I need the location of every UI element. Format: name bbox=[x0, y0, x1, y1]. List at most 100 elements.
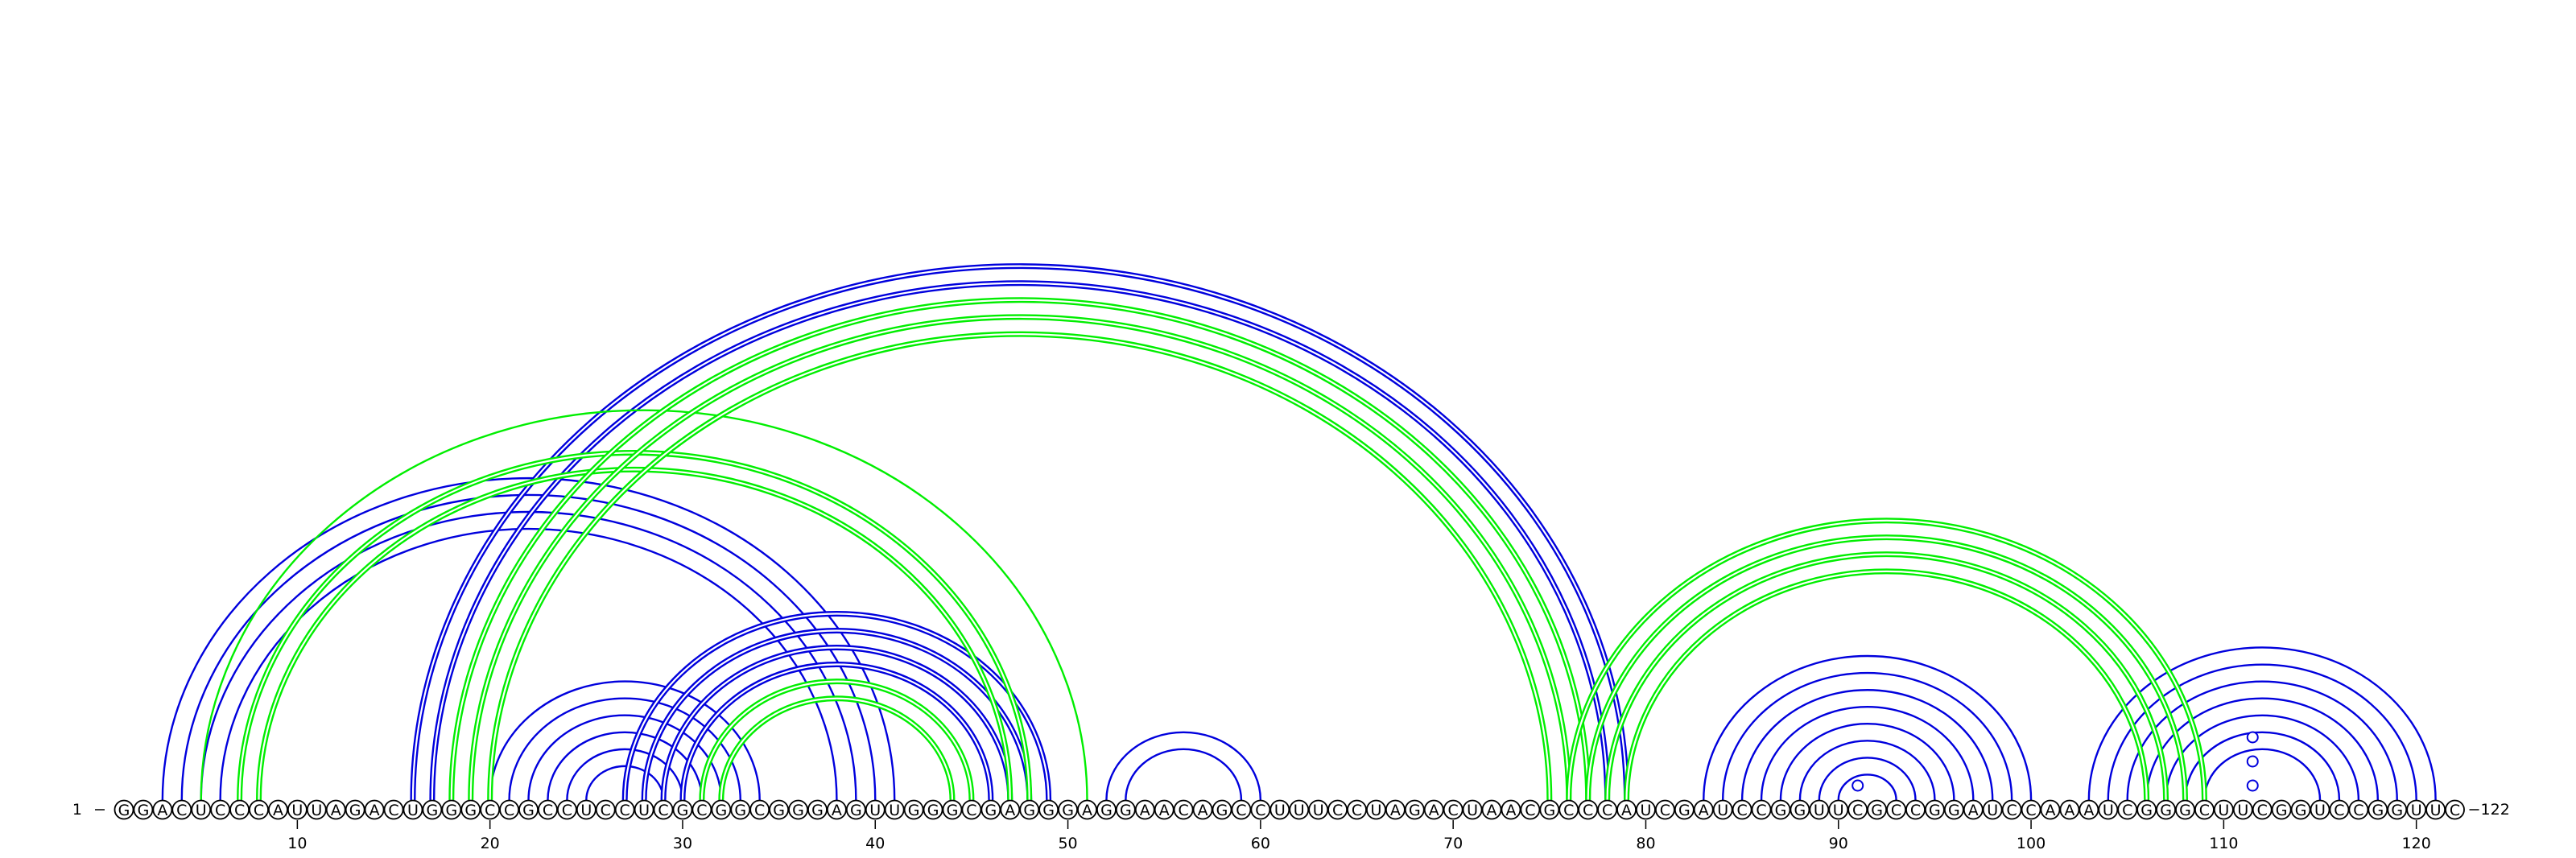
nucleotide-circle bbox=[2213, 799, 2234, 820]
nucleotide-117: C bbox=[2348, 799, 2369, 820]
nucleotide-86: C bbox=[1751, 799, 1772, 820]
nucleotide-12: A bbox=[325, 799, 346, 820]
nucleotide-letter: U bbox=[580, 802, 592, 819]
nucleotide-54: A bbox=[1134, 799, 1155, 820]
nucleotide-letter: C bbox=[215, 802, 225, 819]
nucleotide-letter: C bbox=[562, 802, 572, 819]
nucleotide-1: G bbox=[114, 799, 134, 820]
nucleotide-circle bbox=[1134, 799, 1155, 820]
nucleotide-22: G bbox=[518, 799, 539, 820]
nucleotide-circle bbox=[364, 799, 385, 820]
blue-arc-20-34 bbox=[489, 680, 761, 801]
nucleotide-letter: G bbox=[1100, 802, 1113, 819]
nucleotide-9: A bbox=[268, 799, 288, 820]
nucleotide-circle bbox=[1347, 799, 1367, 820]
nucleotide-circle bbox=[2348, 799, 2369, 820]
nucleotide-letter: G bbox=[715, 802, 727, 819]
nucleotide-27: C bbox=[614, 799, 635, 820]
nucleotide-letter: C bbox=[620, 802, 630, 819]
nucleotide-circle bbox=[2310, 799, 2330, 820]
nucleotide-circle bbox=[1770, 799, 1791, 820]
green-arc-5-51 bbox=[200, 409, 1088, 801]
nucleotide-75: G bbox=[1539, 799, 1560, 820]
nucleotide-35: G bbox=[769, 799, 790, 820]
nucleotide-circle bbox=[961, 799, 982, 820]
nucleotide-105: C bbox=[2117, 799, 2138, 820]
nucleotide-103: A bbox=[2079, 799, 2099, 820]
nucleotide-circle bbox=[2117, 799, 2138, 820]
nucleotide-circle bbox=[769, 799, 790, 820]
nucleotide-circle bbox=[1886, 799, 1906, 820]
nucleotide-letter: C bbox=[1179, 802, 1189, 819]
nucleotide-circle bbox=[923, 799, 943, 820]
nucleotide-33: G bbox=[730, 799, 751, 820]
nucleotide-circle bbox=[634, 799, 654, 820]
nucleotide-62: U bbox=[1289, 799, 1310, 820]
nucleotide-letter: G bbox=[1216, 802, 1228, 819]
nucleotide-circle bbox=[287, 799, 308, 820]
nucleotide-letter: C bbox=[504, 802, 514, 819]
nucleotide-circle bbox=[556, 799, 577, 820]
nucleotide-circle bbox=[730, 799, 751, 820]
nucleotide-81: C bbox=[1654, 799, 1675, 820]
nucleotide-circle bbox=[2406, 799, 2427, 820]
nucleotide-circle bbox=[1501, 799, 1521, 820]
nucleotide-circle bbox=[2271, 799, 2292, 820]
nucleotide-circle bbox=[1231, 799, 1252, 820]
nucleotide-letter: C bbox=[2334, 802, 2344, 819]
nucleotide-83: A bbox=[1693, 799, 1714, 820]
nucleotide-32: G bbox=[711, 799, 732, 820]
nucleotide-43: G bbox=[923, 799, 943, 820]
nucleotide-letter: C bbox=[254, 802, 264, 819]
nucleotide-circle bbox=[268, 799, 288, 820]
nucleotide-letter: C bbox=[2353, 802, 2363, 819]
nucleotide-circle bbox=[1790, 799, 1810, 820]
nucleotide-letter: C bbox=[1891, 802, 1901, 819]
nucleotide-79: A bbox=[1616, 799, 1637, 820]
blue-arc-104-120 bbox=[2107, 663, 2417, 801]
nucleotide-120: U bbox=[2406, 799, 2427, 820]
nucleotide-letter: G bbox=[1023, 802, 1035, 819]
nucleotide-circle bbox=[1096, 799, 1117, 820]
nucleotide-circle bbox=[2387, 799, 2408, 820]
nucleotide-letter: G bbox=[1409, 802, 1421, 819]
nucleotide-letter: A bbox=[2083, 802, 2094, 819]
nucleotide-circle bbox=[499, 799, 519, 820]
nucleotide-circle bbox=[1751, 799, 1772, 820]
nucleotide-letter: G bbox=[427, 802, 439, 819]
nucleotide-112: C bbox=[2252, 799, 2273, 820]
nucleotide-37: G bbox=[807, 799, 828, 820]
nucleotide-circle bbox=[1578, 799, 1599, 820]
blue-arc-17-78-inner bbox=[431, 282, 1608, 801]
nucleotide-100: C bbox=[2021, 799, 2041, 820]
nucleotide-letter: A bbox=[1082, 802, 1092, 819]
nucleotide-letter: G bbox=[1062, 802, 1074, 819]
nucleotide-letter: G bbox=[677, 802, 689, 819]
nucleotide-circle bbox=[2040, 799, 2061, 820]
nucleotide-letter: U bbox=[1370, 802, 1381, 819]
nucleotide-circle bbox=[2156, 799, 2176, 820]
nucleotide-77: C bbox=[1578, 799, 1599, 820]
nucleotide-circle bbox=[1558, 799, 1579, 820]
nucleotide-circle bbox=[788, 799, 808, 820]
nucleotide-letter: C bbox=[2122, 802, 2132, 819]
nucleotide-letter: U bbox=[1814, 802, 1825, 819]
nucleotide-87: G bbox=[1770, 799, 1791, 820]
nucleotide-circle bbox=[152, 799, 173, 820]
blue-arc-24-30 bbox=[566, 748, 684, 801]
nucleotide-letter: C bbox=[485, 802, 495, 819]
nucleotide-circle bbox=[903, 799, 924, 820]
nucleotide-letter: G bbox=[811, 802, 824, 819]
nucleotide-letter: A bbox=[1390, 802, 1401, 819]
nucleotide-letter: G bbox=[792, 802, 804, 819]
nucleotide-circle bbox=[229, 799, 250, 820]
nucleotide-119: G bbox=[2387, 799, 2408, 820]
green-arc-8-47-inner bbox=[258, 468, 1011, 801]
nucleotide-circle bbox=[538, 799, 558, 820]
nucleotide-circle bbox=[1250, 799, 1271, 820]
nucleotide-108: G bbox=[2175, 799, 2195, 820]
nucleotide-76: C bbox=[1558, 799, 1579, 820]
nucleotide-94: C bbox=[1905, 799, 1926, 820]
nucleotide-circle bbox=[171, 799, 192, 820]
nucleotide-41: U bbox=[884, 799, 905, 820]
